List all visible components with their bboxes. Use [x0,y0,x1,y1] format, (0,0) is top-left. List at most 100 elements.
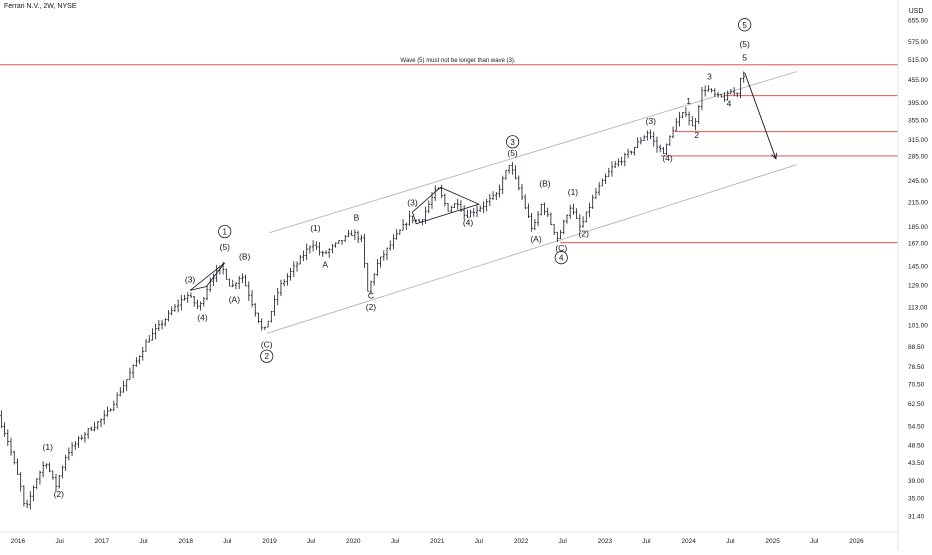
ohlc-bar [700,86,704,111]
ohlc-bar [366,263,369,292]
wave-label: (2) [366,302,377,312]
ohlc-bar [196,299,199,310]
ohlc-bar [485,198,488,212]
ohlc-bar [565,214,569,224]
wave-label: 3 [707,72,712,82]
y-tick-label: 113.00 [908,304,928,311]
ohlc-bar [324,250,328,255]
projection-arrow-head [771,152,777,160]
wave-label: 2 [694,130,699,140]
ohlc-bar [173,304,177,312]
ohlc-bar [675,117,678,132]
x-tick-label: Jul [558,538,567,545]
ohlc-bar [353,229,357,241]
wave-label: (3) [407,198,418,208]
ohlc-bar [594,187,598,199]
wave-label: 5 [742,52,747,62]
x-tick-label: 2024 [681,538,696,545]
wave-label: (3) [646,116,657,126]
wave-label-text: (5) [220,242,231,252]
ohlc-bar [536,210,540,227]
wave-label: (C) [261,340,273,350]
wave-ring [738,18,752,32]
x-tick-label: Jul [726,538,735,545]
ohlc-bar [176,299,180,313]
ohlc-bar [540,203,543,216]
ohlc-bar [48,462,51,473]
wave-label: (B) [239,252,251,262]
triangle-pattern [412,186,480,225]
ohlc-bar [633,146,636,156]
y-axis-panel [898,0,932,550]
ohlc-bar [446,203,450,212]
ohlc-bar [713,88,717,97]
x-tick-label: 2026 [849,538,864,545]
ohlc-bar [205,285,209,301]
ohlc-bar [183,294,186,301]
wave-label-text: (4) [197,312,208,322]
wave-label: (2) [579,228,590,238]
y-tick-label: 285.00 [908,153,928,160]
wave-label-text: 5 [742,52,747,62]
ohlc-bar [350,230,353,237]
x-tick-label: 2020 [346,538,361,545]
ohlc-bar [630,150,633,155]
ohlc-bar [212,273,215,287]
ohlc-bar [96,420,99,430]
ohlc-bar [99,418,103,428]
x-tick-label: 2017 [95,538,110,545]
ohlc-bar [617,158,620,167]
x-tick-label: 2025 [765,538,780,545]
ohlc-bar [649,129,652,140]
ohlc-bar [70,442,74,457]
ohlc-bar [732,87,736,96]
ohlc-bar [498,184,501,198]
ohlc-bar [691,116,694,127]
ohlc-bar [109,408,112,412]
ohlc-bar [260,318,263,331]
y-tick-label: 62.50 [908,401,925,408]
ohlc-bar [703,85,707,97]
ohlc-bar [546,207,549,217]
ohlc-bar [315,241,318,251]
x-tick-label: 2019 [262,538,277,545]
ohlc-bar [167,310,170,322]
ohlc-bar [360,234,363,243]
wave-label-text: 5 [742,21,747,30]
ohlc-bar [559,229,562,239]
ohlc-bar [443,193,447,207]
ohlc-bar [64,454,67,472]
ohlc-bar [678,111,681,127]
ohlc-bar [527,203,530,219]
ohlc-bar [591,194,594,209]
ohlc-bar [495,191,498,201]
wave-label-text: (1) [310,223,321,233]
overlay-layer: Wave (5) must not be longer than wave (3… [43,18,777,499]
wave-label-text: (B) [539,179,551,189]
ohlc-bar [32,485,35,502]
ohlc-bar [585,211,588,223]
wave-label-text: 3 [510,138,515,147]
wave-label: C [368,290,374,300]
ohlc-bar [514,165,517,180]
ohlc-bar [35,478,38,490]
ohlc-bar [440,184,443,199]
y-tick-label: 78.50 [908,364,925,371]
ohlc-bar [209,277,212,292]
ohlc-bar [453,203,456,209]
ohlc-bar [395,229,398,240]
wave-label-text: 2 [265,352,270,361]
wave-label: (3) [185,275,196,285]
wave-label-text: (2) [579,228,590,238]
ohlc-bar [411,215,414,224]
y-tick-label: 215.00 [908,199,928,206]
ohlc-bar [141,346,144,361]
wave-label-text: 1 [223,228,228,237]
ohlc-bar [707,85,710,92]
ohlc-bar [225,268,228,280]
ohlc-bar [408,210,411,226]
y-tick-label: 395.00 [908,100,928,107]
wave-label: 1 [218,224,232,239]
ohlc-bar [135,357,138,367]
